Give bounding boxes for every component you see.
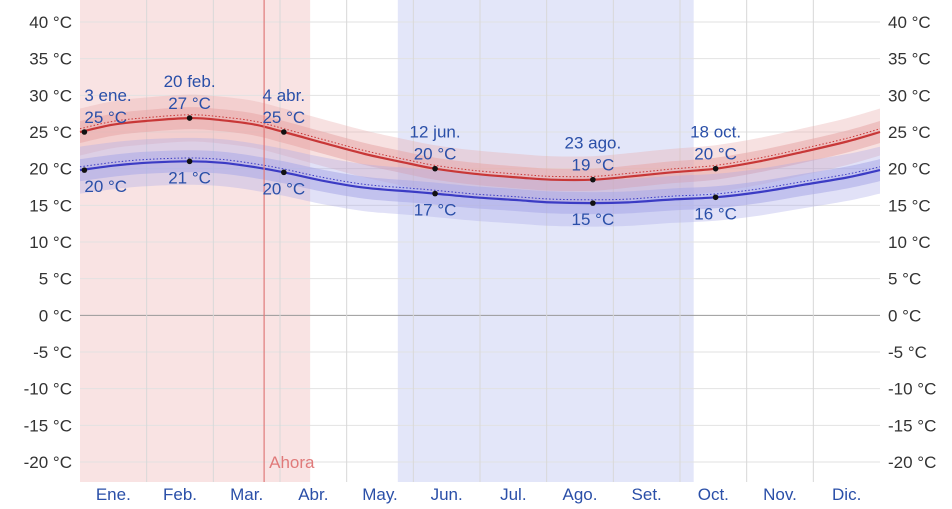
annotation-point xyxy=(712,194,719,201)
annotation-label: 15 °C xyxy=(572,210,615,229)
annotation-label: 12 jun. xyxy=(410,123,461,142)
y-tick-label-right: 35 °C xyxy=(888,50,931,69)
month-label: Jul. xyxy=(500,485,526,504)
cool-season-band xyxy=(397,0,694,482)
y-tick-label-right: -20 °C xyxy=(888,453,936,472)
series-lines xyxy=(79,114,881,205)
y-tick-label-left: -10 °C xyxy=(24,380,72,399)
high-inner-band xyxy=(80,107,880,192)
y-tick-label-right: -5 °C xyxy=(888,343,927,362)
annotation-point xyxy=(81,167,88,173)
annotation-point xyxy=(186,115,193,121)
annotation-label: 20 °C xyxy=(262,179,305,198)
annotation-point xyxy=(281,129,287,135)
annotation-point xyxy=(81,129,88,135)
annotation-point xyxy=(432,165,438,172)
month-label: Mar. xyxy=(230,485,263,504)
y-tick-label-left: 25 °C xyxy=(29,123,72,142)
annotation-point xyxy=(432,190,438,197)
annotation-label: 16 °C xyxy=(694,204,737,223)
annotation-label: 20 °C xyxy=(414,145,457,164)
y-tick-label-right: 25 °C xyxy=(888,123,931,142)
y-tick-label-left: 35 °C xyxy=(29,50,72,69)
month-label: Nov. xyxy=(763,485,797,504)
y-tick-label-left: -5 °C xyxy=(33,343,72,362)
annotation-point xyxy=(590,176,596,183)
low-mean-dotted-line xyxy=(79,157,881,201)
y-tick-label-left: 40 °C xyxy=(29,13,72,32)
y-tick-label-right: 5 °C xyxy=(888,270,921,289)
annotation-label: 3 ene. xyxy=(84,86,131,105)
month-label: Dic. xyxy=(832,485,861,504)
y-tick-label-right: 40 °C xyxy=(888,13,931,32)
month-label: Ago. xyxy=(563,485,598,504)
season-bands xyxy=(80,0,694,482)
annotation-label: 21 °C xyxy=(168,168,211,187)
now-marker: Ahora xyxy=(263,0,315,482)
annotation-label: 20 °C xyxy=(694,145,737,164)
annotation-label: 27 °C xyxy=(168,94,211,113)
month-label: Feb. xyxy=(163,485,197,504)
annotation-label: 17 °C xyxy=(414,201,457,220)
annotation-point xyxy=(712,165,719,172)
y-tick-label-right: -10 °C xyxy=(888,380,936,399)
x-axis: Ene. Feb. Mar. Abr. May. Jun. Jul. Ago. Set. Oct.… xyxy=(96,485,861,504)
annotation-label: 4 abr. xyxy=(263,86,306,105)
y-axis-left: 40 °C 35 °C 30 °C 25 °C 20 °C 15 °C 10 °C 5 °C 0… xyxy=(24,13,72,472)
month-label: Ene. xyxy=(96,485,131,504)
annotation-point xyxy=(590,200,596,206)
high-line xyxy=(79,116,881,182)
y-tick-label-left: 20 °C xyxy=(29,160,72,179)
y-tick-label-left: 10 °C xyxy=(29,233,72,252)
y-tick-label-left: -20 °C xyxy=(24,453,72,472)
y-tick-label-right: 20 °C xyxy=(888,160,931,179)
month-label: May. xyxy=(362,485,398,504)
y-tick-label-right: -15 °C xyxy=(888,416,936,435)
y-tick-label-right: 10 °C xyxy=(888,233,931,252)
y-tick-label-left: 0 °C xyxy=(39,306,72,325)
y-tick-label-left: 5 °C xyxy=(39,270,72,289)
annotation-label: 18 oct. xyxy=(690,123,741,142)
annotation-point xyxy=(281,169,287,176)
y-tick-label-left: 15 °C xyxy=(29,196,72,215)
annotation-label: 19 °C xyxy=(572,156,615,175)
hot-season-band xyxy=(80,0,311,482)
month-label: Abr. xyxy=(298,485,328,504)
y-tick-label-right: 30 °C xyxy=(888,86,931,105)
annotation-label: 20 °C xyxy=(84,177,127,196)
month-label: Jun. xyxy=(431,485,463,504)
annotation-label: 25 °C xyxy=(262,108,305,127)
y-tick-label-left: 30 °C xyxy=(29,86,72,105)
low-line xyxy=(79,160,881,205)
annotation-label: 23 ago. xyxy=(565,134,622,153)
y-axis-right: 40 °C 35 °C 30 °C 25 °C 20 °C 15 °C 10 °C 5 °C 0… xyxy=(888,13,936,472)
y-tick-label-right: 0 °C xyxy=(888,306,921,325)
annotation-points xyxy=(81,115,719,206)
annotation-label: 20 feb. xyxy=(164,72,216,91)
y-tick-label-right: 15 °C xyxy=(888,196,931,215)
annotation-label: 25 °C xyxy=(84,108,127,127)
now-label: Ahora xyxy=(269,453,315,472)
month-label: Oct. xyxy=(698,485,729,504)
annotation-point xyxy=(186,158,193,165)
annotation-labels: 3 ene. 25 °C 20 °C 20 feb. 27 °C 21 °C 4 abr. 2… xyxy=(84,72,741,229)
month-label: Set. xyxy=(632,485,662,504)
y-tick-label-left: -15 °C xyxy=(24,416,72,435)
high-mean-dotted-line xyxy=(79,114,881,178)
